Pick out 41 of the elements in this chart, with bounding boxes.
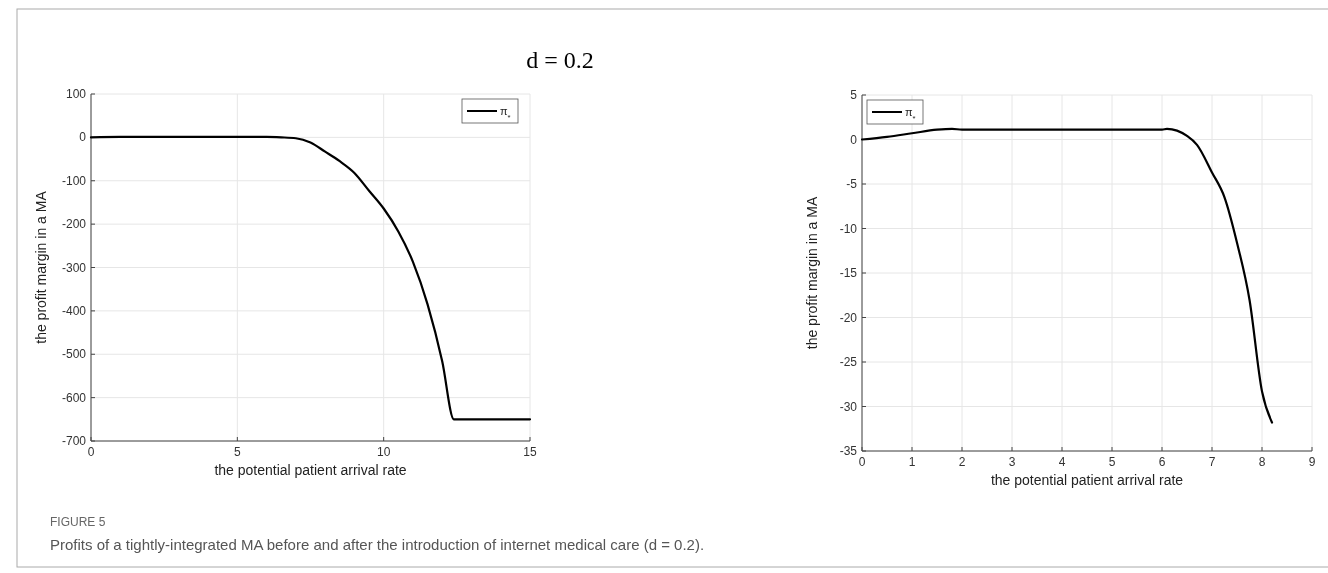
x-tick-label: 10: [376, 445, 391, 459]
y-tick-label: -35: [839, 444, 858, 458]
y-tick-label: -200: [61, 217, 87, 232]
x-tick-label: 3: [1008, 455, 1016, 469]
legend-label: π$_{*}$: [500, 105, 511, 122]
x-axis-title: the potential patient arrival rate: [990, 472, 1184, 488]
x-axis-title: the potential patient arrival rate: [214, 462, 407, 478]
y-tick-label: 0: [850, 132, 858, 147]
x-tick-label: 7: [1208, 455, 1216, 469]
y-tick-label: -300: [61, 260, 87, 275]
x-tick-label: 1: [908, 455, 916, 469]
y-tick-label: -30: [839, 399, 858, 414]
x-tick-label: 5: [233, 445, 241, 459]
line-series: [860, 127, 1274, 424]
y-tick-label: -600: [61, 390, 87, 405]
x-tick-label: 8: [1258, 455, 1266, 469]
chart-title: d = 0.2: [526, 47, 594, 73]
y-axis-title: the profit margin in a MA: [33, 190, 49, 344]
y-axis-title: the profit margin in a MA: [804, 196, 820, 350]
y-tick-label: -5: [846, 177, 858, 191]
y-tick-label: -15: [839, 266, 858, 280]
x-tick-label: 6: [1158, 455, 1166, 469]
y-tick-label: -400: [61, 303, 87, 318]
y-tick-label: 0: [79, 130, 87, 145]
x-tick-label: 9: [1308, 455, 1316, 469]
y-tick-label: -25: [839, 355, 858, 369]
y-tick-label: -20: [839, 310, 858, 325]
y-tick-label: -700: [61, 434, 87, 448]
line-series: [89, 135, 532, 421]
x-tick-label: 2: [958, 455, 966, 469]
legend-label: π$_{*}$: [905, 106, 916, 123]
text: Profits of a tightly-integrated MA before and after the introduction of internet medical care (d = 0.2).: [50, 536, 705, 553]
y-tick-label: 100: [65, 87, 87, 101]
x-tick-label: 5: [1108, 455, 1116, 469]
y-tick-label: -100: [61, 173, 87, 188]
x-tick-label: 4: [1058, 455, 1066, 469]
y-tick-label: 5: [850, 88, 858, 102]
y-tick-label: -500: [61, 347, 87, 362]
x-tick-label: 15: [523, 445, 537, 459]
y-tick-label: -10: [839, 221, 858, 236]
caption: FIGURE 5: [50, 515, 106, 529]
